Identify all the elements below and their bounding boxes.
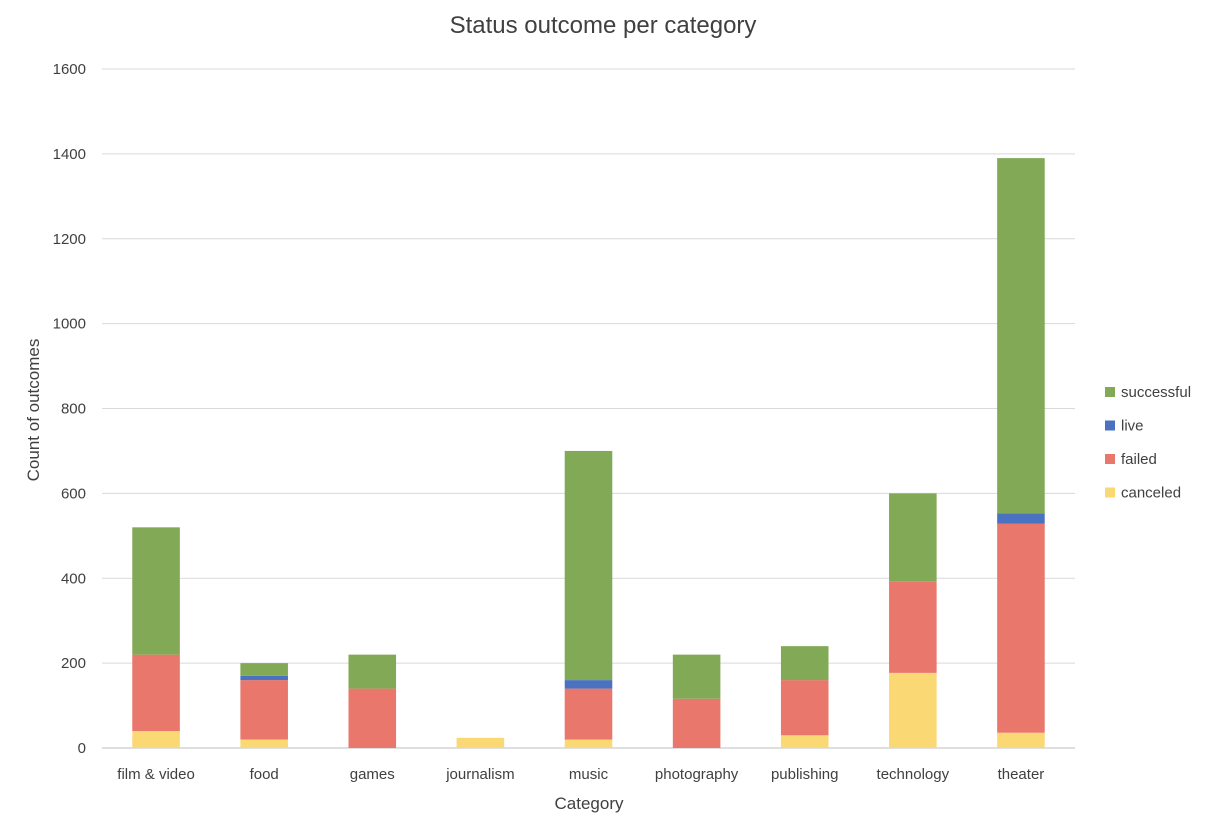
legend-swatch-failed: [1105, 454, 1115, 464]
y-tick-label: 1400: [53, 146, 86, 163]
legend-swatch-canceled: [1105, 487, 1115, 498]
legend-label-live: live: [1121, 418, 1144, 435]
bar-segment-failed: [997, 523, 1045, 733]
bar-segment-successful: [564, 450, 613, 681]
bar-segment-failed: [564, 688, 613, 740]
bar-segment-successful: [672, 654, 721, 699]
x-tick-label: technology: [877, 766, 950, 783]
bar-segment-failed: [348, 688, 397, 748]
y-axis-title: Count of outcomes: [24, 339, 43, 482]
y-tick-label: 1200: [53, 231, 86, 248]
bars: [132, 158, 1045, 748]
bar-segment-live: [997, 513, 1045, 524]
x-axis-title: Category: [555, 794, 624, 813]
y-tick-label: 200: [61, 655, 86, 672]
bar-segment-canceled: [889, 672, 937, 748]
y-tick-label: 400: [61, 570, 86, 587]
x-tick-label: food: [250, 766, 279, 783]
bar-segment-failed: [672, 698, 721, 748]
y-tick-labels: 0 200 400 600 800 1000 1200 1400 1600: [53, 61, 86, 757]
bar-segment-canceled: [132, 731, 180, 748]
bar-segment-failed: [240, 680, 288, 740]
bar-segment-successful: [240, 663, 288, 676]
bar-segment-failed: [780, 680, 829, 736]
y-tick-label: 0: [78, 740, 86, 757]
legend-swatch-live: [1105, 420, 1115, 431]
x-tick-label: film & video: [117, 766, 195, 783]
legend-label-successful: successful: [1121, 384, 1191, 401]
bar-segment-live: [564, 680, 613, 689]
bar-segment-successful: [132, 527, 180, 655]
bar-segment-live: [240, 675, 288, 681]
y-tick-label: 1600: [53, 61, 86, 78]
bar-segment-canceled: [997, 732, 1045, 748]
chart-title: Status outcome per category: [449, 12, 757, 39]
bar-segment-successful: [889, 493, 937, 582]
x-tick-label: publishing: [771, 766, 839, 783]
bar-segment-canceled: [780, 735, 829, 748]
bar-segment-successful: [997, 158, 1045, 514]
bar-segment-successful: [348, 654, 397, 689]
x-tick-label: music: [569, 766, 609, 783]
bar-segment-successful: [780, 646, 829, 681]
bar-segment-failed: [889, 581, 937, 673]
bar-segment-failed: [132, 654, 180, 732]
bar-segment-canceled: [240, 739, 288, 748]
bar-segment-canceled: [564, 739, 613, 748]
legend-swatch-successful: [1105, 387, 1115, 397]
x-tick-label: journalism: [445, 766, 514, 783]
legend-label-canceled: canceled: [1121, 485, 1181, 502]
x-tick-label: games: [350, 766, 395, 783]
y-tick-label: 600: [61, 485, 86, 502]
y-tick-label: 1000: [53, 316, 86, 333]
y-tick-label: 800: [61, 401, 86, 418]
bar-segment-canceled: [456, 737, 505, 748]
x-tick-label: photography: [655, 766, 739, 783]
x-tick-label: theater: [998, 766, 1045, 783]
legend: successful live failed canceled: [1105, 384, 1191, 502]
legend-label-failed: failed: [1121, 451, 1157, 468]
x-tick-labels: film & video food games journalism music phot…: [117, 766, 1044, 783]
